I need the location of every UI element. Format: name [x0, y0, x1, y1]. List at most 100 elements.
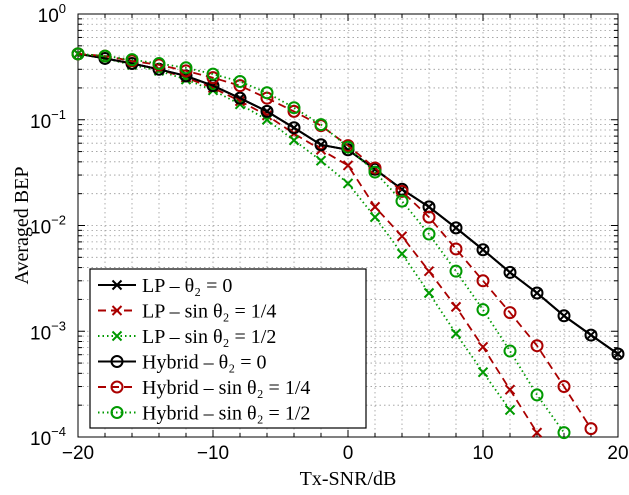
data-point [287, 101, 301, 115]
y-tick-label: 10−3 [30, 318, 66, 344]
data-point [477, 341, 489, 353]
legend-label: LP – θ₂ = 0 [142, 275, 232, 297]
x-tick-label: −10 [197, 443, 229, 464]
data-point [449, 242, 463, 256]
data-point [233, 79, 247, 93]
legend-entry: Hybrid – sin θ₂ = 1/2 [98, 403, 310, 425]
data-point [503, 306, 517, 320]
data-point [341, 140, 355, 154]
data-point [557, 426, 571, 440]
axis-ticks: −20 −10 0 10 20 100 10−1 10−2 10−3 10−4 [30, 1, 629, 464]
series-6 [71, 47, 571, 440]
legend-label: LP – sin θ₂ = 1/4 [142, 301, 276, 323]
data-point [476, 303, 490, 317]
data-point [288, 135, 300, 146]
legend-marker [111, 330, 123, 342]
data-point [396, 248, 408, 260]
x-axis-label: Tx-SNR/dB [300, 468, 397, 490]
legend-entry: LP – θ₂ = 0 [98, 275, 232, 297]
x-tick-label: 0 [343, 443, 354, 464]
series-line [77, 52, 565, 434]
data-point [287, 121, 301, 135]
data-point [206, 71, 220, 85]
data-point [531, 427, 543, 438]
legend-marker [111, 279, 123, 291]
data-point [476, 274, 490, 288]
y-tick-label: 100 [38, 1, 66, 27]
series-line [77, 52, 538, 434]
data-point [71, 47, 85, 61]
data-point [314, 118, 328, 132]
series-4 [71, 47, 625, 361]
data-point [342, 160, 354, 171]
data-point [396, 231, 408, 242]
data-point [233, 74, 247, 88]
data-point [342, 178, 354, 189]
data-point [234, 95, 246, 107]
data-point [98, 49, 112, 63]
data-point [423, 287, 435, 299]
data-point [287, 104, 301, 118]
data-point [125, 53, 139, 67]
x-tick-label: −20 [62, 443, 94, 464]
data-point [423, 265, 435, 277]
legend-entry: Hybrid – sin θ₂ = 1/4 [98, 377, 310, 399]
data-point [449, 221, 463, 235]
data-point [314, 138, 328, 152]
data-point [449, 264, 463, 278]
data-point [503, 344, 517, 358]
data-point [179, 61, 193, 75]
y-axis-label: Averaged BEP [11, 167, 33, 285]
x-tick-label: 10 [472, 443, 493, 464]
data-point [611, 347, 625, 361]
data-point [315, 155, 327, 166]
legend-marker [111, 305, 123, 316]
legend-label: Hybrid – sin θ₂ = 1/2 [142, 403, 310, 425]
data-point [368, 165, 382, 179]
data-point [584, 422, 598, 436]
legend-entry: Hybrid – θ₂ = 0 [98, 352, 267, 374]
series-layer [71, 47, 625, 440]
y-tick-label: 10−4 [30, 424, 66, 450]
data-point [422, 210, 436, 224]
legend: LP – θ₂ = 0 LP – sin θ₂ = 1/4 LP – sin θ₂ … [89, 268, 367, 429]
legend-box [89, 268, 367, 429]
data-point [395, 194, 409, 208]
data-point [369, 211, 381, 223]
data-point [504, 384, 516, 395]
data-point [557, 309, 571, 323]
legend-label: Hybrid – sin θ₂ = 1/4 [142, 377, 310, 399]
data-point [477, 366, 489, 378]
series-line [77, 52, 619, 355]
legend-marker [110, 406, 124, 419]
legend-label: LP – sin θ₂ = 1/2 [142, 326, 276, 348]
data-point [450, 328, 462, 339]
data-point [206, 67, 220, 81]
y-tick-label: 10−2 [30, 213, 66, 239]
data-point [584, 328, 598, 342]
legend-entry: LP – sin θ₂ = 1/2 [98, 326, 276, 348]
data-point [395, 184, 409, 198]
data-point [369, 201, 381, 213]
legend-entry: LP – sin θ₂ = 1/4 [98, 301, 276, 323]
data-point [503, 265, 517, 279]
y-tick-label: 10−1 [30, 107, 66, 133]
data-point [530, 339, 544, 353]
legend-marker [110, 355, 124, 368]
legend-label: Hybrid – θ₂ = 0 [142, 352, 267, 374]
data-point [422, 227, 436, 241]
data-point [260, 104, 274, 118]
data-point [450, 301, 462, 313]
data-point [557, 380, 571, 394]
data-point [260, 86, 274, 100]
data-point [476, 243, 490, 257]
legend-marker [110, 380, 124, 394]
x-tick-label: 20 [607, 443, 628, 464]
data-point [368, 161, 382, 175]
data-point [152, 57, 166, 71]
data-point [530, 286, 544, 300]
data-point [504, 404, 516, 416]
data-point [530, 388, 544, 402]
data-point [233, 91, 247, 105]
